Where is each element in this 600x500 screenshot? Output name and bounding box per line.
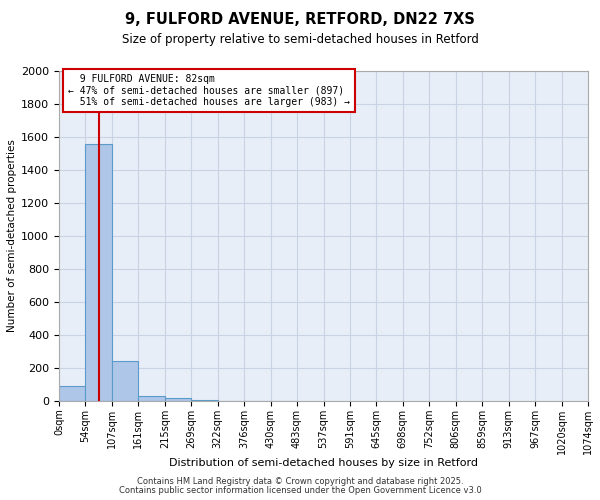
X-axis label: Distribution of semi-detached houses by size in Retford: Distribution of semi-detached houses by … xyxy=(169,458,478,468)
Text: 9, FULFORD AVENUE, RETFORD, DN22 7XS: 9, FULFORD AVENUE, RETFORD, DN22 7XS xyxy=(125,12,475,28)
Bar xyxy=(165,398,191,401)
Text: Contains public sector information licensed under the Open Government Licence v3: Contains public sector information licen… xyxy=(119,486,481,495)
Bar xyxy=(112,362,139,401)
Text: Contains HM Land Registry data © Crown copyright and database right 2025.: Contains HM Land Registry data © Crown c… xyxy=(137,477,463,486)
Bar xyxy=(85,144,112,401)
Bar xyxy=(139,396,165,401)
Bar xyxy=(191,400,218,401)
Text: Size of property relative to semi-detached houses in Retford: Size of property relative to semi-detach… xyxy=(122,32,478,46)
Bar xyxy=(59,386,85,401)
Y-axis label: Number of semi-detached properties: Number of semi-detached properties xyxy=(7,140,17,332)
Text: 9 FULFORD AVENUE: 82sqm
← 47% of semi-detached houses are smaller (897)
  51% of: 9 FULFORD AVENUE: 82sqm ← 47% of semi-de… xyxy=(68,74,350,108)
